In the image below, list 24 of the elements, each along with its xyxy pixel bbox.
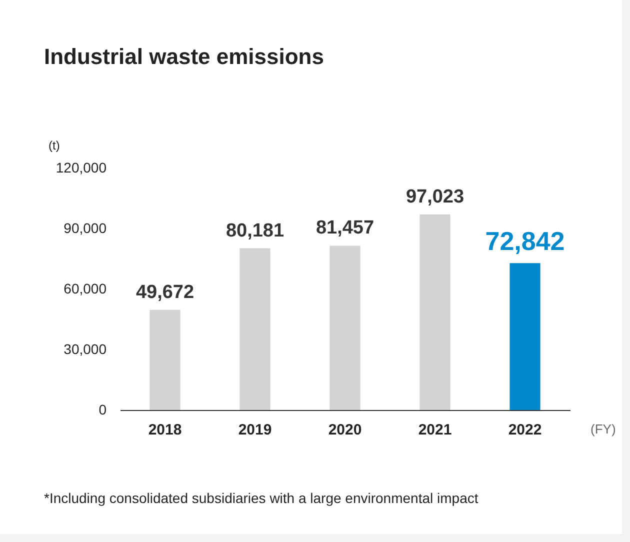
- y-tick-label: 90,000: [64, 220, 107, 236]
- y-tick-label: 0: [98, 402, 107, 418]
- bar: [330, 246, 360, 410]
- x-tick-label: 2018: [148, 422, 182, 438]
- data-label: 72,842: [485, 226, 565, 256]
- bar: [420, 214, 450, 410]
- x-axis-title: (FY): [590, 422, 616, 436]
- x-tick-label: 2020: [328, 422, 362, 438]
- bar: [150, 310, 180, 410]
- chart-title: Industrial waste emissions: [44, 44, 324, 70]
- y-axis-title: (t): [48, 138, 60, 152]
- y-tick-label: 120,000: [56, 160, 107, 176]
- x-tick-label: 2022: [508, 422, 542, 438]
- data-label: 81,457: [316, 218, 374, 239]
- data-label: 97,023: [406, 186, 464, 208]
- y-tick-label: 60,000: [64, 280, 107, 296]
- y-tick-label: 30,000: [64, 341, 107, 357]
- data-label: 49,672: [136, 282, 194, 303]
- x-tick-label: 2021: [418, 422, 452, 438]
- x-tick-label: 2019: [238, 422, 272, 438]
- bar: [510, 263, 540, 410]
- data-label: 80,181: [226, 220, 284, 242]
- text: *Including consolidated subsidiaries with a large environmental impact: [44, 490, 478, 506]
- bar: [240, 248, 270, 410]
